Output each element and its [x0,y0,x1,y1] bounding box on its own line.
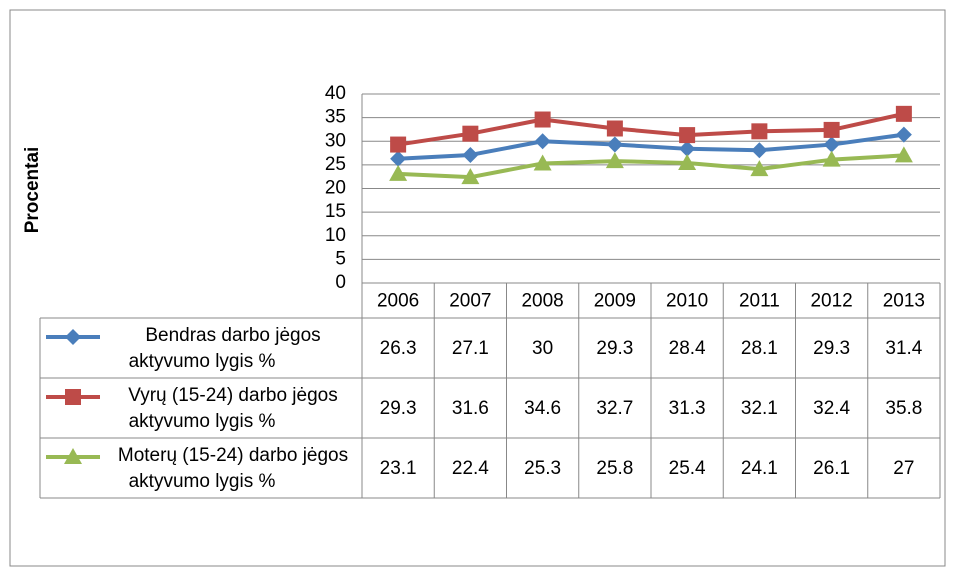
marker [823,121,840,138]
x-tick-label: 2008 [521,291,563,312]
table-value: 27 [893,458,914,479]
marker [679,140,696,157]
table-value: 35.8 [885,398,922,419]
x-tick-label: 2012 [810,291,852,312]
line [397,111,905,147]
marker [389,164,408,181]
table-value: 32.1 [741,398,778,419]
table-value: 31.6 [452,398,489,419]
legend-marker [65,389,81,405]
marker [534,111,551,128]
y-tick-label: 5 [335,248,346,269]
marker [606,136,623,153]
x-tick-label: 2007 [449,291,491,312]
y-tick-label: 25 [325,154,346,175]
marker [462,146,479,163]
marker [678,153,697,170]
y-tick-label: 20 [325,178,346,199]
table-value: 22.4 [452,458,489,479]
marker [823,136,840,153]
table-value: 25.8 [596,458,633,479]
table-value: 29.3 [813,338,850,359]
y-tick-label: 30 [325,130,346,151]
marker [533,154,552,171]
table-value: 29.3 [596,338,633,359]
table-value: 32.4 [813,398,850,419]
table-value: 31.3 [669,398,706,419]
y-tick-label: 10 [325,225,346,246]
y-tick-label: 15 [325,201,346,222]
marker [390,136,407,153]
x-tick-label: 2011 [739,291,780,312]
line [398,132,905,161]
table-value: 25.3 [524,458,561,479]
marker [679,127,696,144]
y-axis-title: Procentai [22,147,43,234]
marker [750,160,769,177]
table-value: 25.4 [669,458,706,479]
table-value: 30 [532,338,553,359]
line [398,153,904,180]
marker [461,168,480,185]
y-tick-label: 40 [325,83,346,104]
marker [606,120,623,137]
x-tick-label: 2013 [883,291,925,312]
marker [822,150,841,167]
table-value: 34.6 [524,398,561,419]
marker [751,142,768,159]
legend-label: Bendras darbo jėgos aktyvumo lygis % [128,325,321,372]
table-value: 26.3 [380,338,417,359]
legend-marker [65,329,81,345]
x-tick-label: 2006 [377,291,419,312]
y-tick-label: 35 [325,107,346,128]
table-value: 23.1 [380,458,417,479]
marker [895,105,912,122]
x-tick-label: 2010 [666,291,708,312]
legend-label: Vyrų (15-24) darbo jėgos aktyvumo lygis … [128,385,338,432]
legend-marker [64,448,82,464]
marker [534,133,551,150]
marker [894,146,913,163]
table-value: 31.4 [885,338,922,359]
table-value: 26.1 [813,458,850,479]
table-value: 28.1 [741,338,778,359]
table-value: 24.1 [741,458,778,479]
marker [605,152,624,169]
table-value: 28.4 [669,338,706,359]
chart-border [9,9,946,567]
table-value: 29.3 [380,398,417,419]
marker [895,126,912,143]
y-tick-label: 0 [335,272,346,293]
legend-label: Moterų (15-24) darbo jėgos aktyvumo lygi… [117,445,349,492]
table-value: 27.1 [452,338,489,359]
table-value: 32.7 [596,398,633,419]
x-tick-label: 2009 [594,291,636,312]
marker [462,125,479,142]
marker [390,150,407,167]
marker [751,123,768,140]
